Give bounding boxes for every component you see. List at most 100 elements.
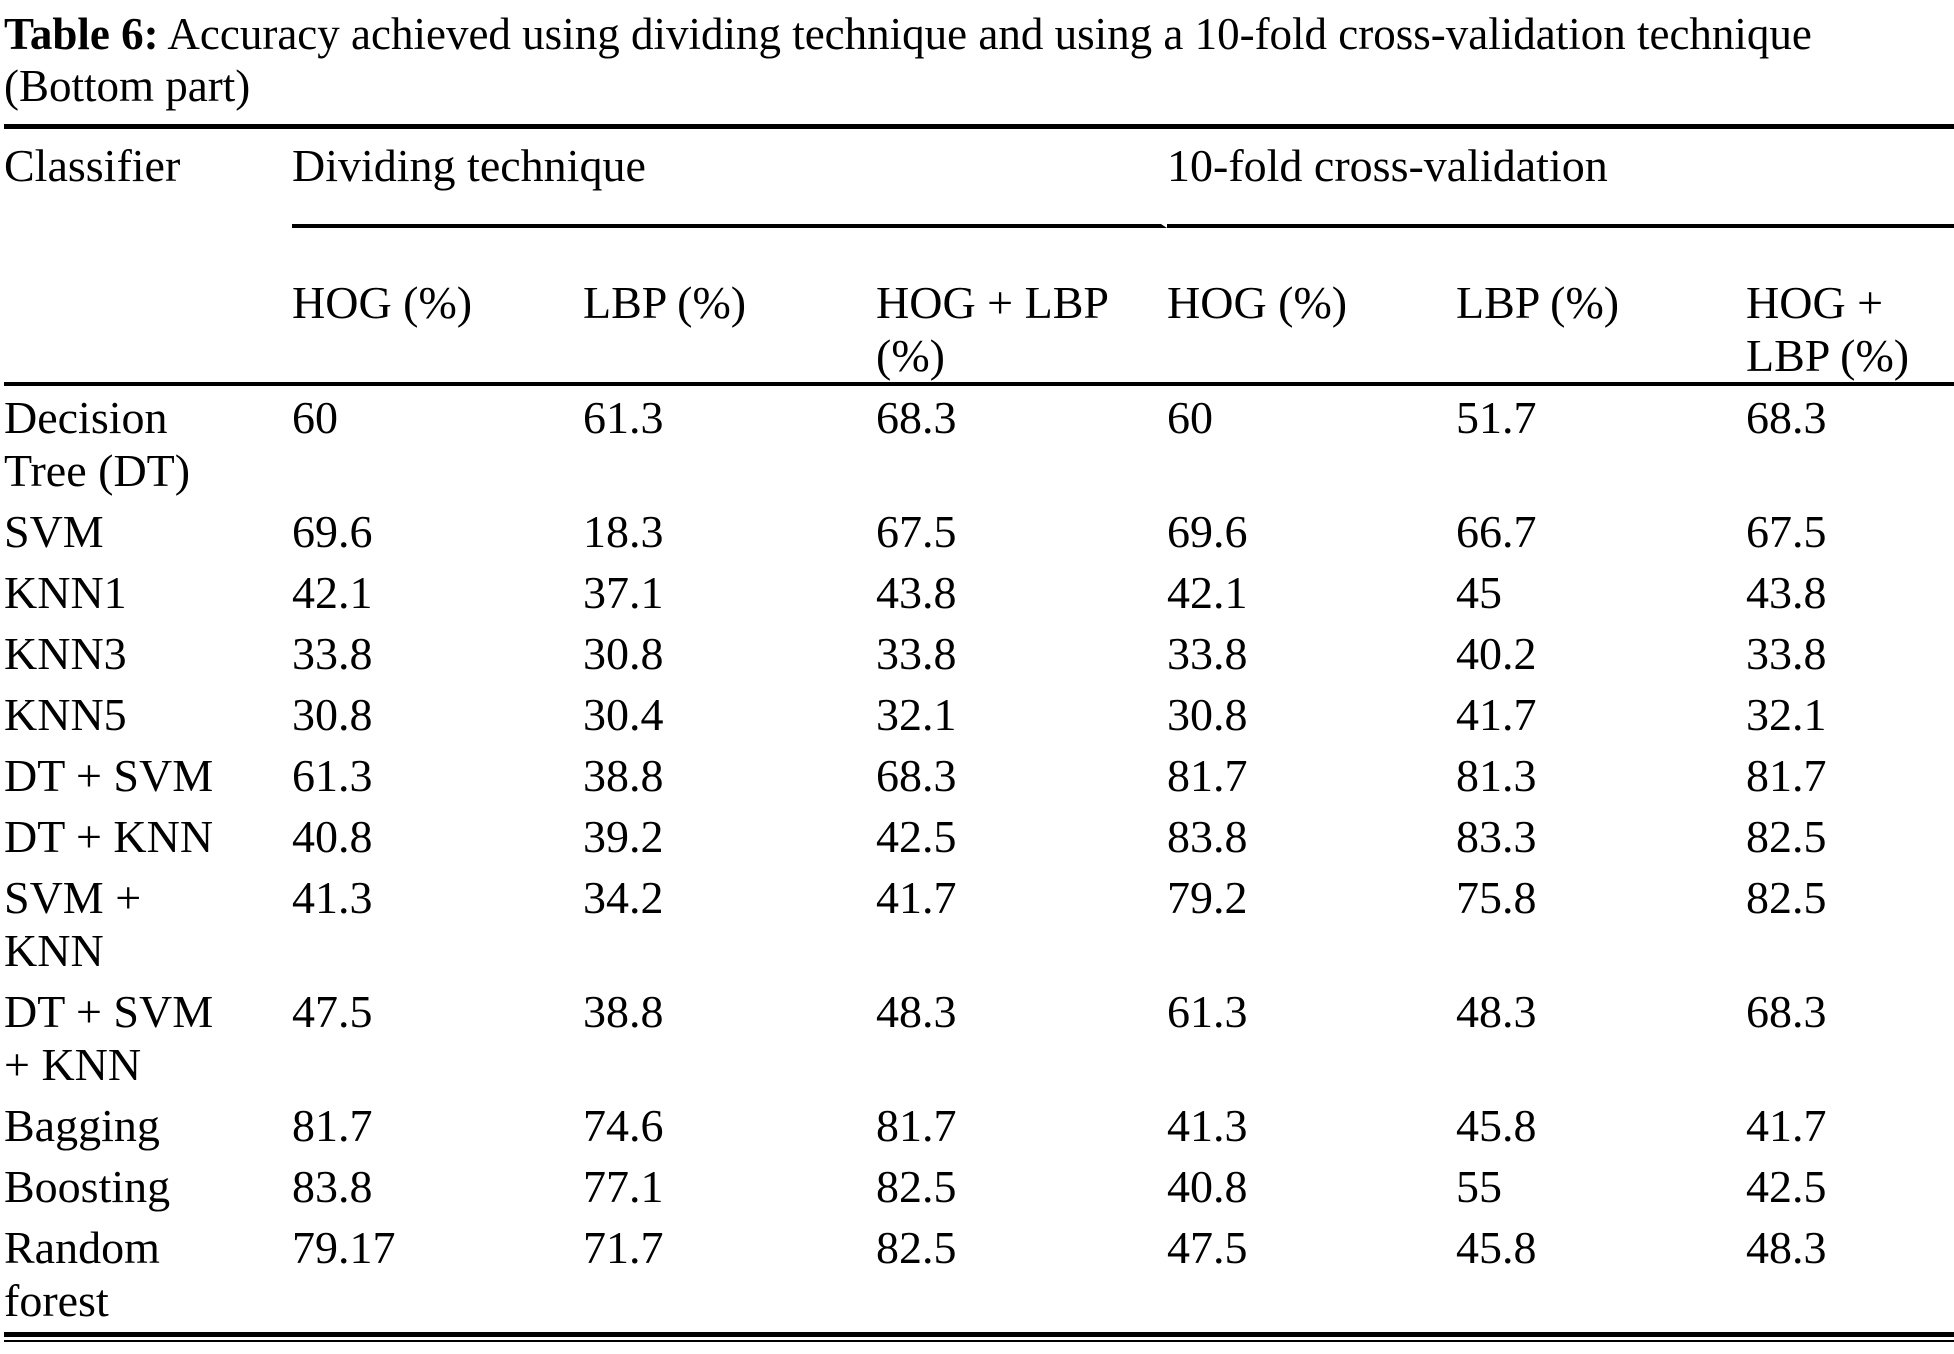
value-cell: 33.8 bbox=[1746, 628, 1827, 679]
classifier-cell: KNN1 bbox=[4, 567, 127, 618]
table-row: KNN3 33.8 30.8 33.8 33.8 40.2 33.8 bbox=[4, 622, 1954, 683]
value-cell: 81.7 bbox=[292, 1100, 373, 1151]
value-cell: 68.3 bbox=[1746, 986, 1827, 1037]
value-cell: 67.5 bbox=[1746, 506, 1827, 557]
subheader-hoglbp-dividing: HOG + LBP (%) bbox=[876, 228, 1168, 386]
value-cell: 51.7 bbox=[1456, 392, 1537, 443]
value-cell: 40.8 bbox=[292, 811, 373, 862]
value-cell: 18.3 bbox=[583, 506, 664, 557]
classifier-cell: KNN5 bbox=[4, 689, 127, 740]
value-cell: 61.3 bbox=[583, 392, 664, 443]
subheader-hog-crossval: HOG (%) bbox=[1167, 228, 1457, 386]
value-cell: 42.5 bbox=[876, 811, 957, 862]
value-cell: 41.7 bbox=[1456, 689, 1537, 740]
value-cell: 83.8 bbox=[1167, 811, 1248, 862]
value-cell: 30.8 bbox=[292, 689, 373, 740]
value-cell: 69.6 bbox=[292, 506, 373, 557]
value-cell: 68.3 bbox=[876, 392, 957, 443]
value-cell: 67.5 bbox=[876, 506, 957, 557]
classifier-cell: Decision Tree (DT) bbox=[4, 392, 191, 496]
classifier-cell: KNN3 bbox=[4, 628, 127, 679]
caption-label: Table 6: bbox=[4, 9, 159, 59]
classifier-cell: Bagging bbox=[4, 1100, 160, 1151]
value-cell: 68.3 bbox=[876, 750, 957, 801]
value-cell: 41.3 bbox=[1167, 1100, 1248, 1151]
value-cell: 45.8 bbox=[1456, 1222, 1537, 1273]
table-row: Random forest 79.17 71.7 82.5 47.5 45.8 48.3 bbox=[4, 1216, 1954, 1330]
value-cell: 77.1 bbox=[583, 1161, 664, 1212]
value-cell: 81.7 bbox=[1167, 750, 1248, 801]
table-row: SVM 69.6 18.3 67.5 69.6 66.7 67.5 bbox=[4, 500, 1954, 561]
value-cell: 40.8 bbox=[1167, 1161, 1248, 1212]
value-cell: 33.8 bbox=[876, 628, 957, 679]
value-cell: 79.17 bbox=[292, 1222, 396, 1273]
value-cell: 82.5 bbox=[876, 1222, 957, 1273]
subheader-hog-dividing: HOG (%) bbox=[292, 228, 583, 386]
table-row: SVM + KNN 41.3 34.2 41.7 79.2 75.8 82.5 bbox=[4, 866, 1954, 980]
bottom-rule bbox=[4, 1332, 1954, 1342]
value-cell: 82.5 bbox=[1746, 872, 1827, 923]
value-cell: 47.5 bbox=[1167, 1222, 1248, 1273]
value-cell: 41.3 bbox=[292, 872, 373, 923]
classifier-cell: Random forest bbox=[4, 1222, 160, 1326]
table-head: Classifier Dividing technique 10-fold cr… bbox=[4, 129, 1954, 386]
table-body: Decision Tree (DT) 60 61.3 68.3 60 51.7 68.3 SV… bbox=[4, 386, 1954, 1330]
value-cell: 61.3 bbox=[1167, 986, 1248, 1037]
table-row: DT + SVM 61.3 38.8 68.3 81.7 81.3 81.7 bbox=[4, 744, 1954, 805]
classifier-cell: SVM bbox=[4, 506, 104, 557]
value-cell: 42.5 bbox=[1746, 1161, 1827, 1212]
value-cell: 48.3 bbox=[1746, 1222, 1827, 1273]
table-caption: Table 6: Accuracy achieved using dividin… bbox=[4, 8, 1950, 112]
value-cell: 34.2 bbox=[583, 872, 664, 923]
value-cell: 41.7 bbox=[1746, 1100, 1827, 1151]
value-cell: 66.7 bbox=[1456, 506, 1537, 557]
table-row: DT + SVM + KNN 47.5 38.8 48.3 61.3 48.3 68.3 bbox=[4, 980, 1954, 1094]
value-cell: 30.8 bbox=[1167, 689, 1248, 740]
classifier-cell: Boosting bbox=[4, 1161, 171, 1212]
value-cell: 39.2 bbox=[583, 811, 664, 862]
value-cell: 71.7 bbox=[583, 1222, 664, 1273]
classifier-cell: DT + SVM + KNN bbox=[4, 986, 214, 1090]
value-cell: 45 bbox=[1456, 567, 1503, 618]
value-cell: 42.1 bbox=[1167, 567, 1248, 618]
value-cell: 40.2 bbox=[1456, 628, 1537, 679]
results-table: Classifier Dividing technique 10-fold cr… bbox=[4, 124, 1954, 1330]
sub-header-row: HOG (%) LBP (%) HOG + LBP (%) HOG (%) LB… bbox=[4, 228, 1954, 386]
subheader-lbp-dividing: LBP (%) bbox=[583, 228, 876, 386]
value-cell: 42.1 bbox=[292, 567, 373, 618]
value-cell: 81.7 bbox=[876, 1100, 957, 1151]
table-row: KNN1 42.1 37.1 43.8 42.1 45 43.8 bbox=[4, 561, 1954, 622]
classifier-header: Classifier bbox=[4, 140, 181, 191]
value-cell: 74.6 bbox=[583, 1100, 664, 1151]
value-cell: 68.3 bbox=[1746, 392, 1827, 443]
value-cell: 32.1 bbox=[1746, 689, 1827, 740]
value-cell: 33.8 bbox=[1167, 628, 1248, 679]
subheader-empty bbox=[4, 228, 292, 386]
value-cell: 81.7 bbox=[1746, 750, 1827, 801]
value-cell: 82.5 bbox=[1746, 811, 1827, 862]
value-cell: 38.8 bbox=[583, 986, 664, 1037]
value-cell: 83.3 bbox=[1456, 811, 1537, 862]
group-header-crossval: 10-fold cross-validation bbox=[1167, 129, 1954, 228]
subheader-hoglbp-crossval: HOG + LBP (%) bbox=[1746, 228, 1954, 386]
table-row: DT + KNN 40.8 39.2 42.5 83.8 83.3 82.5 bbox=[4, 805, 1954, 866]
value-cell: 79.2 bbox=[1167, 872, 1248, 923]
value-cell: 30.8 bbox=[583, 628, 664, 679]
table-row: Bagging 81.7 74.6 81.7 41.3 45.8 41.7 bbox=[4, 1094, 1954, 1155]
table-row: KNN5 30.8 30.4 32.1 30.8 41.7 32.1 bbox=[4, 683, 1954, 744]
value-cell: 55 bbox=[1456, 1161, 1503, 1212]
value-cell: 60 bbox=[1167, 392, 1214, 443]
value-cell: 41.7 bbox=[876, 872, 957, 923]
value-cell: 33.8 bbox=[292, 628, 373, 679]
classifier-cell: DT + SVM bbox=[4, 750, 214, 801]
value-cell: 83.8 bbox=[292, 1161, 373, 1212]
value-cell: 38.8 bbox=[583, 750, 664, 801]
value-cell: 69.6 bbox=[1167, 506, 1248, 557]
value-cell: 43.8 bbox=[876, 567, 957, 618]
value-cell: 30.4 bbox=[583, 689, 664, 740]
classifier-cell: SVM + KNN bbox=[4, 872, 142, 976]
value-cell: 37.1 bbox=[583, 567, 664, 618]
caption-part: (Bottom part) bbox=[4, 61, 251, 111]
value-cell: 60 bbox=[292, 392, 338, 443]
